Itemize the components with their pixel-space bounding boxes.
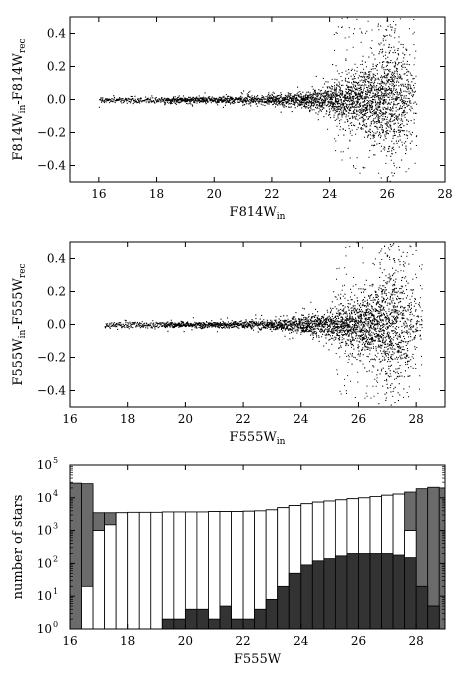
- y-tick-exponent: 2: [53, 554, 58, 563]
- x-axis-label-2: F555W: [234, 652, 282, 667]
- y-axis-label-0: F814Win-F814Wrec: [11, 38, 28, 160]
- scatter-points-1: [104, 242, 423, 406]
- bar: [334, 555, 348, 630]
- y-tick-label: 0.2: [47, 285, 66, 299]
- bar: [231, 511, 244, 630]
- bar: [300, 564, 313, 630]
- x-tick-label: 22: [264, 187, 279, 201]
- bar: [254, 608, 267, 630]
- bar: [81, 585, 94, 630]
- bar: [173, 511, 186, 630]
- x-tick-label: 28: [409, 412, 424, 426]
- bar: [404, 557, 417, 630]
- x-tick-label: 16: [62, 634, 77, 648]
- y-tick-label: 0.0: [47, 93, 66, 107]
- y-tick-label: 10: [37, 622, 52, 636]
- y-tick-exponent: 5: [53, 456, 58, 465]
- x-tick-label: 26: [351, 412, 366, 426]
- x-axis-label-0: F814Win: [230, 205, 286, 222]
- bar: [369, 553, 382, 630]
- bar: [208, 511, 221, 630]
- y-tick-label: 0.2: [47, 60, 66, 74]
- y-tick-label: 0.4: [47, 27, 66, 41]
- x-tick-label: 24: [293, 634, 309, 648]
- bar: [323, 558, 336, 630]
- bar: [127, 511, 140, 630]
- bar: [161, 511, 175, 630]
- y-tick-label: 0.0: [47, 318, 66, 332]
- bar: [104, 524, 117, 630]
- y-tick-label: −0.4: [37, 384, 67, 398]
- bar: [358, 553, 371, 630]
- star-points-1: [104, 242, 423, 406]
- y-tick-label: 10: [37, 491, 52, 505]
- bar: [161, 618, 175, 630]
- x-tick-label: 22: [235, 634, 250, 648]
- x-tick-label: 28: [437, 187, 452, 201]
- bar: [392, 554, 406, 630]
- x-tick-label: 26: [351, 634, 366, 648]
- x-axis-label-1: F555Win: [230, 430, 286, 447]
- star-points-0: [98, 17, 418, 182]
- bar: [115, 512, 129, 630]
- x-tick-label: 20: [178, 412, 193, 426]
- y-tick-label: 10: [37, 458, 52, 472]
- bar: [438, 487, 446, 630]
- bar: [184, 608, 198, 630]
- y-tick-label: −0.4: [37, 159, 67, 173]
- x-tick-label: 18: [120, 634, 135, 648]
- bar: [219, 605, 232, 630]
- bar: [242, 618, 256, 630]
- x-tick-label: 18: [149, 187, 164, 201]
- x-tick-label: 24: [293, 412, 309, 426]
- bar: [427, 605, 440, 630]
- bar: [288, 572, 302, 630]
- y-tick-label: 0.4: [47, 252, 66, 266]
- x-tick-label: 20: [207, 187, 222, 201]
- y-tick-label: 10: [37, 589, 52, 603]
- y-tick-exponent: 1: [53, 587, 58, 596]
- scatter-points-0: [98, 17, 418, 182]
- bar: [277, 585, 290, 630]
- y-axis-label-2: number of stars: [11, 495, 26, 600]
- x-tick-label: 28: [409, 634, 424, 648]
- y-tick-label: 10: [37, 556, 52, 570]
- y-tick-label: −0.2: [37, 126, 66, 140]
- x-tick-label: 24: [322, 187, 338, 201]
- bar: [138, 511, 152, 630]
- bar: [311, 560, 325, 630]
- bar: [381, 553, 394, 630]
- plot-frame-2: [69, 464, 446, 630]
- bar: [92, 530, 106, 630]
- y-tick-exponent: 0: [53, 620, 58, 629]
- y-tick-label: 10: [37, 524, 52, 538]
- y-tick-exponent: 3: [53, 522, 58, 531]
- y-tick-exponent: 4: [53, 489, 58, 498]
- x-tick-label: 16: [62, 412, 77, 426]
- x-tick-label: 20: [178, 634, 193, 648]
- bar: [150, 511, 163, 630]
- bar: [173, 618, 186, 630]
- plot-frame-1: [69, 241, 446, 408]
- x-tick-label: 18: [120, 412, 135, 426]
- bar: [208, 618, 221, 630]
- y-tick-label: −0.2: [37, 351, 66, 365]
- x-tick-label: 16: [91, 187, 106, 201]
- bar: [346, 553, 359, 630]
- bar: [231, 618, 244, 630]
- y-axis-label-1: F555Win-F555Wrec: [11, 263, 28, 385]
- bar: [265, 598, 279, 630]
- bar: [196, 608, 209, 630]
- bar: [415, 585, 429, 630]
- bar: [242, 510, 256, 630]
- x-tick-label: 26: [380, 187, 395, 201]
- x-tick-label: 22: [235, 412, 250, 426]
